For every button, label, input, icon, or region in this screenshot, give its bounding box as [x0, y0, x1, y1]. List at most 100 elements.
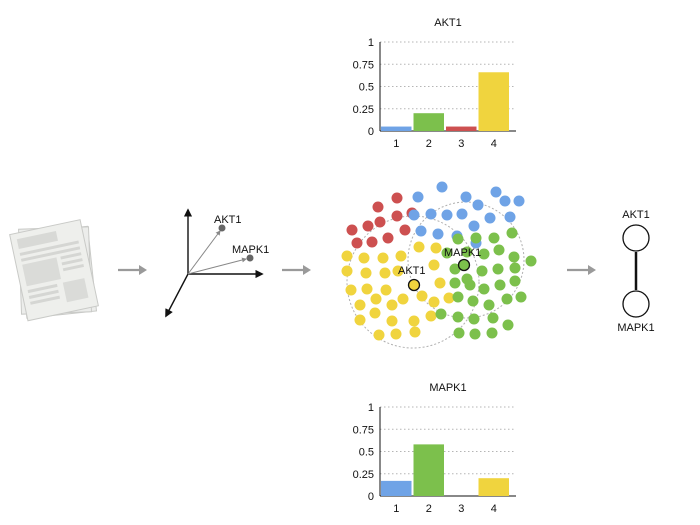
green-cluster-point [452, 233, 464, 245]
graph-node-label-mapk1: MAPK1 [617, 322, 654, 334]
mapk1-bar-chart: MAPK1 0 0.25 0.5 0.75 1 1 2 3 4 [353, 382, 516, 515]
bar-1 [381, 126, 412, 131]
y-tick-label: 0.5 [359, 447, 374, 459]
bar-2 [413, 444, 444, 496]
green-cluster-point [492, 263, 504, 275]
stacked-documents-icon [9, 219, 99, 322]
right-arrow-icon [282, 265, 311, 275]
green-cluster-point [483, 299, 495, 311]
yellow-cluster-point [354, 299, 366, 311]
axis-z [165, 273, 189, 318]
red-cluster-point [362, 220, 374, 232]
bar-1 [381, 480, 412, 496]
yellow-cluster-point [379, 267, 391, 279]
akt1-cluster-label: AKT1 [398, 265, 426, 277]
chart-title: MAPK1 [429, 382, 466, 394]
bar-4 [478, 478, 509, 496]
akt1-bar-chart: AKT1 0 0.25 0.5 0.75 1 1 2 3 4 [353, 17, 516, 150]
green-cluster-point [478, 283, 490, 295]
green-cluster-point [515, 291, 527, 303]
blue-cluster-point [468, 220, 480, 232]
chart-title: AKT1 [434, 17, 462, 29]
mapk1-cluster-label: MAPK1 [444, 247, 481, 259]
green-cluster-point [452, 311, 464, 323]
y-tick-label: 0.5 [359, 82, 374, 94]
yellow-cluster-point [434, 277, 446, 289]
yellow-cluster-point [341, 250, 353, 262]
bar-3 [446, 126, 477, 131]
green-cluster-point [478, 248, 490, 260]
green-cluster-point [476, 265, 488, 277]
green-cluster-point [494, 279, 506, 291]
red-cluster-point [351, 237, 363, 249]
yellow-cluster-point [341, 265, 353, 277]
yellow-cluster-point [428, 296, 440, 308]
x-tick-label: 3 [458, 138, 464, 150]
bar-4 [478, 72, 509, 131]
akt1-vector [187, 230, 221, 275]
graph-node-mapk1 [622, 290, 650, 318]
akt1-node-highlight [407, 278, 421, 292]
green-cluster-point [493, 244, 505, 256]
x-tick-label: 2 [426, 503, 432, 515]
red-cluster-point [391, 192, 403, 204]
green-cluster-point [508, 251, 520, 263]
green-cluster-point [467, 295, 479, 307]
akt1-vector-label: AKT1 [214, 214, 242, 226]
y-tick-label: 0.25 [353, 469, 374, 481]
yellow-cluster-point [408, 315, 420, 327]
x-tick-label: 1 [393, 503, 399, 515]
y-tick-label: 0.75 [353, 59, 374, 71]
yellow-cluster-point [413, 241, 425, 253]
yellow-cluster-point [428, 259, 440, 271]
green-cluster-point [470, 232, 482, 244]
red-cluster-point [391, 210, 403, 222]
y-tick-label: 0 [368, 126, 374, 138]
green-cluster-point [449, 263, 461, 275]
y-tick-label: 1 [368, 402, 374, 414]
x-tick-label: 3 [458, 503, 464, 515]
yellow-cluster-point [377, 252, 389, 264]
yellow-cluster-point [354, 314, 366, 326]
blue-cluster-point [425, 208, 437, 220]
blue-cluster-point [436, 181, 448, 193]
akt1-point [218, 224, 226, 232]
yellow-cluster-point [370, 293, 382, 305]
y-tick-label: 0.75 [353, 424, 374, 436]
right-arrow-icon [567, 265, 596, 275]
green-cluster-point [501, 293, 513, 305]
mapk1-node-highlight [457, 258, 471, 272]
y-tick-label: 0 [368, 491, 374, 503]
yellow-cluster-point [390, 328, 402, 340]
green-cluster-point [525, 255, 537, 267]
blue-cluster-point [490, 186, 502, 198]
yellow-cluster-point [345, 284, 357, 296]
y-tick-label: 0.25 [353, 104, 374, 116]
green-cluster-point [502, 319, 514, 331]
mapk1-vector-label: MAPK1 [232, 244, 269, 256]
y-tick-label: 1 [368, 37, 374, 49]
green-cluster-point [468, 313, 480, 325]
x-tick-label: 1 [393, 138, 399, 150]
blue-cluster-point [441, 209, 453, 221]
green-cluster-point [464, 279, 476, 291]
blue-cluster-point [412, 191, 424, 203]
green-cluster-point [486, 327, 498, 339]
embedding-space: AKT1 MAPK1 [165, 208, 269, 318]
x-tick-label: 4 [491, 138, 497, 150]
blue-cluster-point [408, 209, 420, 221]
green-cluster-point [488, 232, 500, 244]
blue-cluster-point [415, 225, 427, 237]
red-cluster-point [374, 216, 386, 228]
yellow-cluster-point [386, 315, 398, 327]
green-cluster-point [506, 227, 518, 239]
x-tick-label: 2 [426, 138, 432, 150]
blue-cluster-point [432, 228, 444, 240]
red-cluster-point [366, 236, 378, 248]
green-cluster-point [453, 327, 465, 339]
mapk1-point [246, 254, 254, 262]
blue-cluster-point [504, 211, 516, 223]
yellow-cluster-point [443, 292, 455, 304]
cluster-scatter: AKT1 MAPK1 [341, 181, 537, 349]
yellow-cluster-point [395, 250, 407, 262]
